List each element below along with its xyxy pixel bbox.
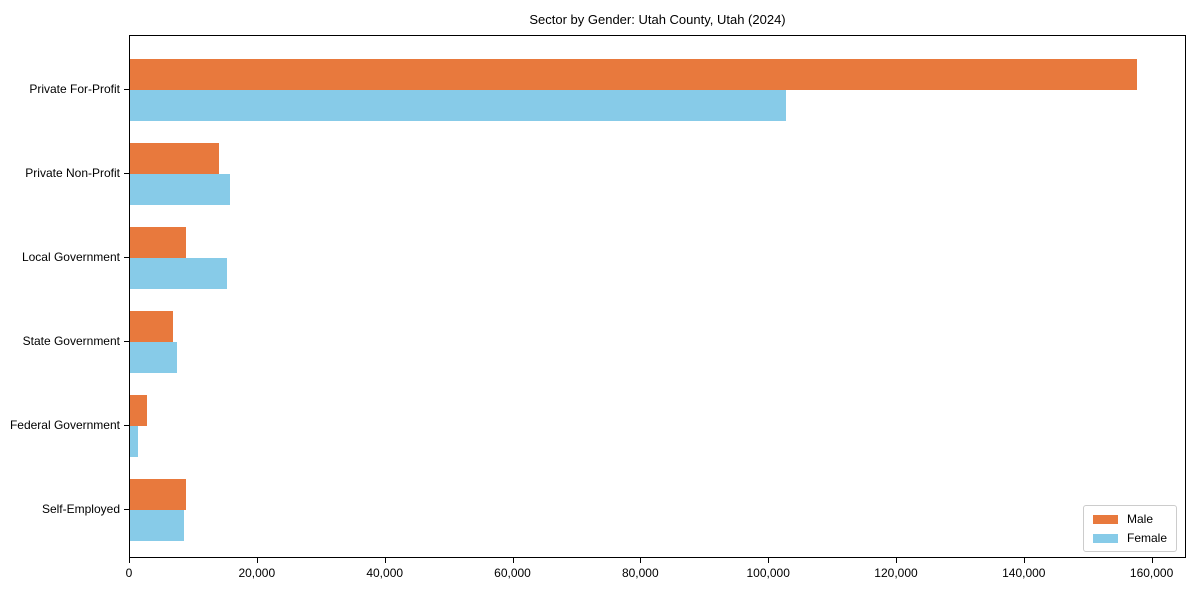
x-tick-mark	[129, 558, 130, 563]
x-tick-mark	[384, 558, 386, 563]
x-tick-mark	[768, 558, 770, 563]
legend-label-male: Male	[1126, 512, 1153, 526]
x-tick-mark	[640, 558, 642, 563]
legend: Male Female	[1082, 505, 1177, 552]
bar-male-1	[130, 143, 219, 174]
legend-swatch-male	[1092, 514, 1118, 524]
x-tick-label: 80,000	[621, 566, 659, 580]
y-tick-mark	[124, 89, 129, 90]
x-tick-mark	[1151, 558, 1153, 563]
bar-male-4	[130, 395, 147, 426]
bar-female-2	[130, 258, 227, 289]
y-axis-category-label: State Government	[22, 334, 120, 348]
x-tick-label: 20,000	[238, 566, 276, 580]
x-tick-label: 140,000	[1002, 566, 1046, 580]
y-axis-category-label: Private For-Profit	[29, 82, 120, 96]
x-tick-mark	[1023, 558, 1025, 563]
x-tick-label: 40,000	[366, 566, 404, 580]
bar-male-3	[130, 311, 173, 342]
legend-item-female: Female	[1092, 531, 1167, 545]
legend-swatch-female	[1092, 533, 1118, 543]
y-tick-mark	[124, 341, 129, 342]
y-tick-mark	[124, 173, 129, 174]
x-tick-label: 120,000	[874, 566, 918, 580]
x-tick-mark	[256, 558, 258, 563]
x-tick-label: 160,000	[1129, 566, 1174, 580]
bar-female-4	[130, 426, 138, 457]
y-axis-category-label: Federal Government	[9, 418, 120, 432]
y-tick-mark	[124, 425, 129, 426]
plot-area: Male Female	[129, 35, 1186, 558]
legend-item-male: Male	[1092, 512, 1167, 526]
y-axis-category-label: Self-Employed	[41, 502, 120, 516]
bar-female-0	[130, 90, 787, 121]
x-tick-mark	[512, 558, 514, 563]
x-tick-mark	[896, 558, 897, 563]
bar-male-0	[130, 59, 1137, 90]
bar-female-3	[130, 342, 177, 373]
y-tick-mark	[124, 257, 129, 258]
y-axis-category-label: Private Non-Profit	[25, 166, 120, 180]
y-axis-category-label: Local Government	[21, 250, 120, 264]
chart-title: Sector by Gender: Utah County, Utah (202…	[529, 12, 786, 27]
x-tick-label: 0	[125, 566, 133, 580]
bar-female-5	[130, 510, 185, 541]
bar-male-5	[130, 479, 187, 510]
bar-female-1	[130, 174, 231, 205]
bar-male-2	[130, 227, 187, 258]
y-tick-mark	[124, 509, 129, 510]
legend-label-female: Female	[1126, 531, 1167, 545]
x-tick-label: 60,000	[494, 566, 531, 580]
x-tick-label: 100,000	[746, 566, 790, 580]
